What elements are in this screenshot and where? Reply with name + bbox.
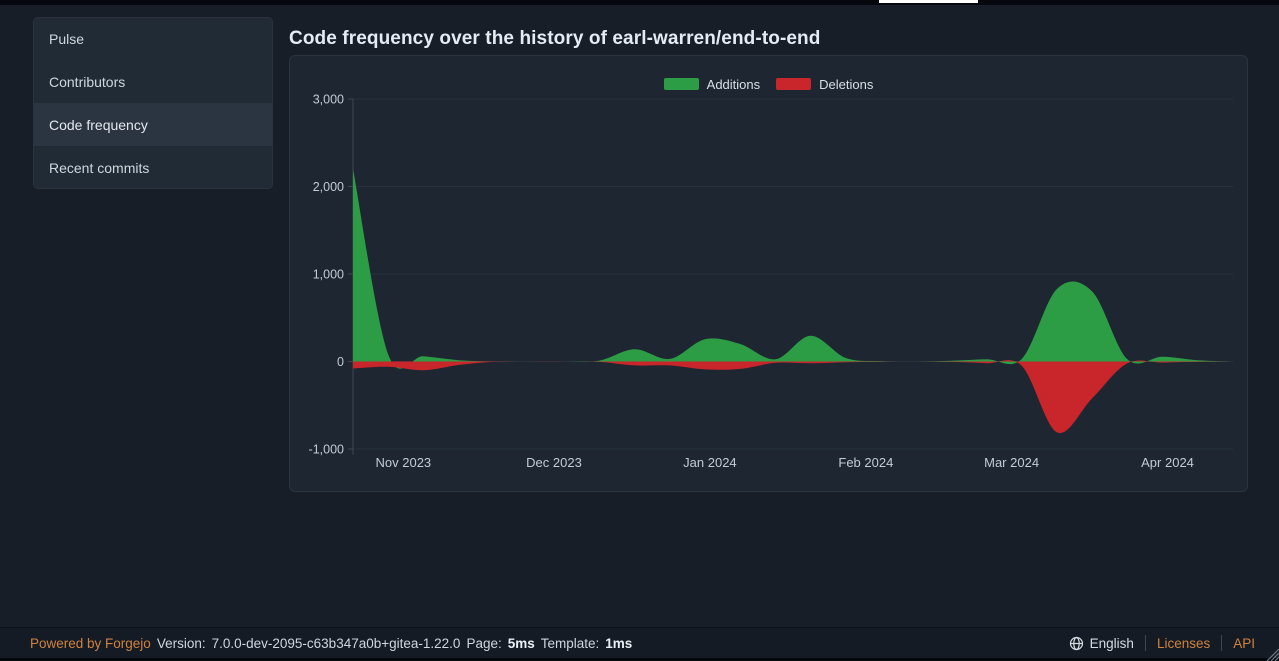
window-top-edge xyxy=(0,0,1279,5)
sidebar-item-pulse[interactable]: Pulse xyxy=(49,30,85,47)
template-time-label: Template: xyxy=(540,635,600,651)
language-label: English xyxy=(1089,635,1134,651)
x-axis-tick-label: Mar 2024 xyxy=(984,455,1039,470)
legend-item-deletions[interactable]: Deletions xyxy=(776,77,873,92)
page-title: Code frequency over the history of earl-… xyxy=(289,27,821,49)
y-axis-tick-label: 1,000 xyxy=(313,268,344,282)
legend-swatch-deletions xyxy=(776,78,812,90)
globe-icon xyxy=(1069,636,1083,650)
footer-right: English Licenses API xyxy=(1069,635,1255,651)
x-axis-tick-label: Dec 2023 xyxy=(526,455,582,470)
y-axis-tick-label: -1,000 xyxy=(309,443,344,457)
y-axis-tick-label: 0 xyxy=(337,355,344,369)
api-link[interactable]: API xyxy=(1233,635,1255,651)
active-tab-indicator[interactable] xyxy=(879,0,978,3)
y-axis-tick-label: 3,000 xyxy=(313,93,344,107)
sidebar-item-recent-commits[interactable]: Recent commits xyxy=(49,159,150,176)
footer-left: Powered by Forgejo Version: 7.0.0-dev-20… xyxy=(30,636,632,651)
footer-divider xyxy=(1144,635,1146,651)
x-axis-tick-label: Jan 2024 xyxy=(683,455,737,470)
page-time-value: 5ms xyxy=(507,635,535,651)
x-axis-tick-label: Apr 2024 xyxy=(1141,455,1194,470)
legend-item-additions[interactable]: Additions xyxy=(663,76,761,92)
language-selector[interactable]: English xyxy=(1069,636,1134,651)
chart-legend: Additions Deletions xyxy=(290,76,1247,92)
x-axis-tick-label: Feb 2024 xyxy=(838,455,893,470)
template-time-value: 1ms xyxy=(605,635,633,651)
footer: Powered by Forgejo Version: 7.0.0-dev-20… xyxy=(0,627,1279,658)
y-axis-tick-label: 2,000 xyxy=(313,180,344,194)
legend-swatch-additions xyxy=(663,78,699,90)
footer-divider xyxy=(1221,635,1223,651)
version-label: Version: xyxy=(156,635,206,651)
legend-label: Additions xyxy=(706,76,761,92)
window-bottom-edge xyxy=(0,658,1279,661)
resize-grip-icon[interactable] xyxy=(1261,643,1279,661)
series-area-additions xyxy=(353,169,1233,369)
licenses-link[interactable]: Licenses xyxy=(1156,635,1211,651)
chart-svg[interactable]: 3,000 2,000 1,000 0 -1,000 Nov 2023 Dec 2023 Ja… xyxy=(290,56,1247,491)
sidebar-item-code-frequency[interactable]: Code frequency xyxy=(33,103,273,146)
series-area-deletions xyxy=(353,360,1233,434)
activity-sidebar: Pulse Contributors Code frequency Recent… xyxy=(33,17,273,189)
code-frequency-chart-card: Additions Deletions 3,000 2,000 1,000 0 -1,00… xyxy=(289,55,1248,492)
sidebar-item-contributors[interactable]: Contributors xyxy=(49,73,126,90)
page-time-label: Page: xyxy=(466,635,502,651)
version-value: 7.0.0-dev-2095-c63b347a0b+gitea-1.22.0 xyxy=(211,635,461,651)
powered-by-forgejo-link[interactable]: Powered by Forgejo xyxy=(30,635,151,651)
legend-label: Deletions xyxy=(819,76,874,92)
x-axis-tick-label: Nov 2023 xyxy=(376,455,432,470)
